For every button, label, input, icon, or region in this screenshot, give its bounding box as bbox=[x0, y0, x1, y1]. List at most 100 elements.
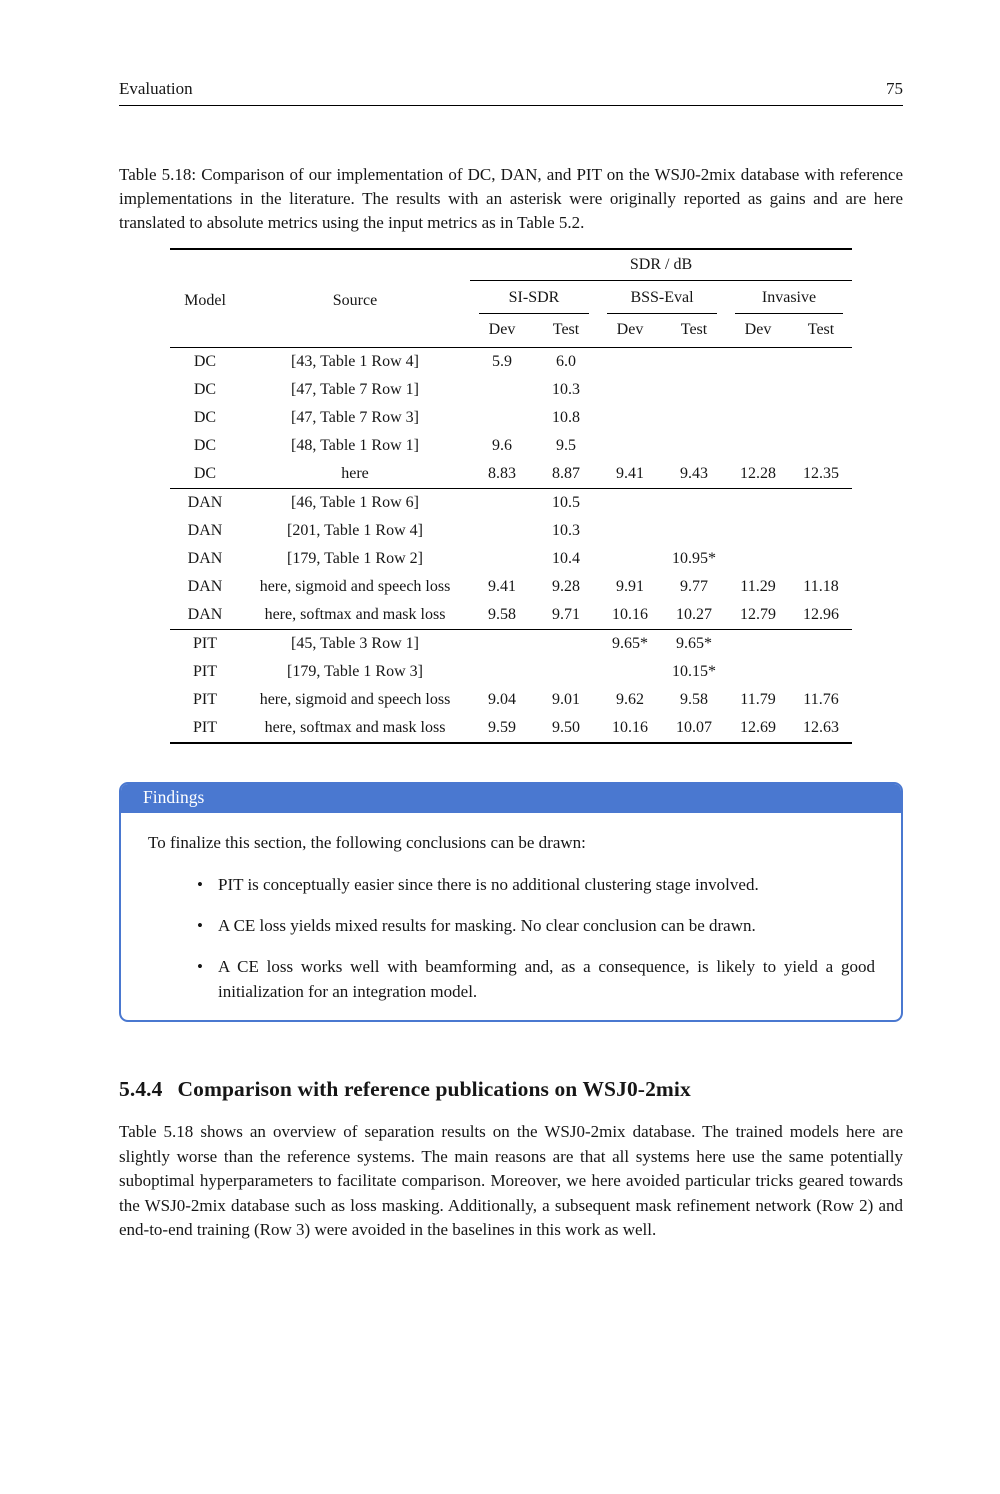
table-row: DC [48, Table 1 Row 1] 9.6 9.5 bbox=[170, 432, 852, 460]
value-cell bbox=[662, 404, 726, 432]
source-cell: here, sigmoid and speech loss bbox=[259, 578, 451, 595]
group-invasive: Invasive bbox=[726, 281, 852, 314]
value-cell: 9.43 bbox=[680, 465, 708, 482]
group-si-sdr: SI-SDR bbox=[470, 281, 598, 314]
model-cell: DC bbox=[193, 437, 217, 454]
value-cell: 9.65* bbox=[598, 629, 662, 658]
value-cell: 10.27 bbox=[676, 606, 712, 623]
value-cell: 9.28 bbox=[552, 578, 580, 595]
value-cell: 10.3 bbox=[552, 522, 580, 539]
sdr-group-row: SDR / dB bbox=[170, 249, 852, 281]
value-cell: 11.29 bbox=[740, 578, 776, 595]
source-cell: [47, Table 7 Row 1] bbox=[291, 381, 419, 398]
findings-box-title: Findings bbox=[121, 784, 901, 813]
source-cell: [48, Table 1 Row 1] bbox=[291, 437, 419, 454]
value-cell: 9.65* bbox=[662, 629, 726, 658]
findings-intro: To finalize this section, the following … bbox=[148, 833, 586, 852]
column-group-row: Model Source SI-SDR BSS-Eval Invasive bbox=[170, 281, 852, 314]
value-cell: 10.16 bbox=[612, 719, 648, 736]
table-caption: Table 5.18: Comparison of our implementa… bbox=[119, 165, 903, 232]
model-cell: DAN bbox=[187, 550, 223, 567]
value-cell bbox=[662, 517, 726, 545]
subheader-test: Test bbox=[807, 321, 835, 338]
model-cell: PIT bbox=[193, 691, 217, 708]
source-cell: [201, Table 1 Row 4] bbox=[287, 522, 423, 539]
value-cell: 10.15* bbox=[672, 663, 716, 680]
value-cell: 9.41 bbox=[616, 465, 644, 482]
value-cell bbox=[534, 629, 598, 658]
value-cell: 11.76 bbox=[803, 691, 839, 708]
value-cell: 10.95* bbox=[672, 550, 716, 567]
table-row: DAN [179, Table 1 Row 2] 10.4 10.95* bbox=[170, 545, 852, 573]
results-table: SDR / dB Model Source SI-SDR BSS-Eval In… bbox=[170, 248, 852, 744]
subheader-dev: Dev bbox=[744, 321, 772, 338]
findings-list: PIT is conceptually easier since there i… bbox=[148, 872, 875, 1004]
value-cell: 9.62 bbox=[616, 691, 644, 708]
group-si-sdr-label: SI-SDR bbox=[479, 289, 589, 314]
value-cell: 9.04 bbox=[488, 691, 516, 708]
model-cell: DAN bbox=[187, 606, 223, 623]
table-row: DAN here, softmax and mask loss 9.58 9.71 10… bbox=[170, 601, 852, 630]
value-cell bbox=[598, 376, 662, 404]
value-cell bbox=[790, 658, 852, 686]
section-title: Comparison with reference publications o… bbox=[177, 1077, 691, 1101]
value-cell: 12.28 bbox=[740, 465, 776, 482]
value-cell: 10.8 bbox=[552, 409, 580, 426]
subheader-dev: Dev bbox=[488, 321, 516, 338]
value-cell bbox=[726, 432, 790, 460]
table-row: DAN [46, Table 1 Row 6] 10.5 bbox=[170, 488, 852, 517]
table-row: DC [47, Table 7 Row 1] 10.3 bbox=[170, 376, 852, 404]
table-row: DC [43, Table 1 Row 4] 5.9 6.0 bbox=[170, 348, 852, 377]
model-cell: DC bbox=[193, 353, 217, 370]
value-cell: 9.59 bbox=[488, 719, 516, 736]
value-cell bbox=[598, 348, 662, 377]
page-number: 75 bbox=[886, 79, 903, 98]
value-cell bbox=[598, 517, 662, 545]
value-cell bbox=[790, 545, 852, 573]
value-cell bbox=[790, 348, 852, 377]
findings-bullet: PIT is conceptually easier since there i… bbox=[197, 872, 875, 897]
value-cell bbox=[790, 376, 852, 404]
model-cell: DC bbox=[193, 409, 217, 426]
value-cell bbox=[598, 658, 662, 686]
spacer-cell bbox=[170, 249, 470, 281]
body-paragraph: Table 5.18 shows an overview of separati… bbox=[119, 1122, 903, 1239]
value-cell bbox=[726, 488, 790, 517]
section-heading: 5.4.4 Comparison with reference publicati… bbox=[119, 1077, 903, 1101]
subheader-test: Test bbox=[680, 321, 708, 338]
value-cell bbox=[726, 348, 790, 377]
model-cell: PIT bbox=[170, 629, 240, 658]
source-cell: here bbox=[341, 465, 369, 482]
value-cell bbox=[662, 348, 726, 377]
value-cell: 10.3 bbox=[552, 381, 580, 398]
value-cell: 5.9 bbox=[492, 353, 512, 370]
value-cell: 12.63 bbox=[803, 719, 839, 736]
value-cell: 9.41 bbox=[488, 578, 516, 595]
value-cell bbox=[662, 488, 726, 517]
spacer-cell bbox=[240, 314, 470, 348]
results-table-head: SDR / dB Model Source SI-SDR BSS-Eval In… bbox=[170, 249, 852, 348]
value-cell bbox=[662, 376, 726, 404]
model-cell: PIT bbox=[193, 663, 217, 680]
subheader-dev: Dev bbox=[616, 321, 644, 338]
value-cell: 9.50 bbox=[552, 719, 580, 736]
findings-bullet: A CE loss works well with beamforming an… bbox=[197, 954, 875, 1004]
value-cell bbox=[470, 629, 534, 658]
model-cell: DC bbox=[193, 381, 217, 398]
value-cell: 12.35 bbox=[803, 465, 839, 482]
running-head-title: Evaluation bbox=[119, 79, 193, 98]
value-cell: 12.79 bbox=[740, 606, 776, 623]
model-cell: DAN bbox=[187, 522, 223, 539]
value-cell: 12.69 bbox=[740, 719, 776, 736]
value-cell: 10.5 bbox=[534, 488, 598, 517]
value-cell bbox=[534, 658, 598, 686]
value-cell bbox=[470, 545, 534, 573]
value-cell: 10.07 bbox=[676, 719, 712, 736]
value-cell bbox=[790, 517, 852, 545]
value-cell bbox=[470, 404, 534, 432]
group-invasive-label: Invasive bbox=[735, 289, 843, 314]
source-column-header: Source bbox=[332, 292, 378, 310]
model-column-header: Model bbox=[184, 292, 226, 310]
source-cell: [43, Table 1 Row 4] bbox=[291, 353, 419, 370]
section-number: 5.4.4 bbox=[119, 1077, 163, 1101]
